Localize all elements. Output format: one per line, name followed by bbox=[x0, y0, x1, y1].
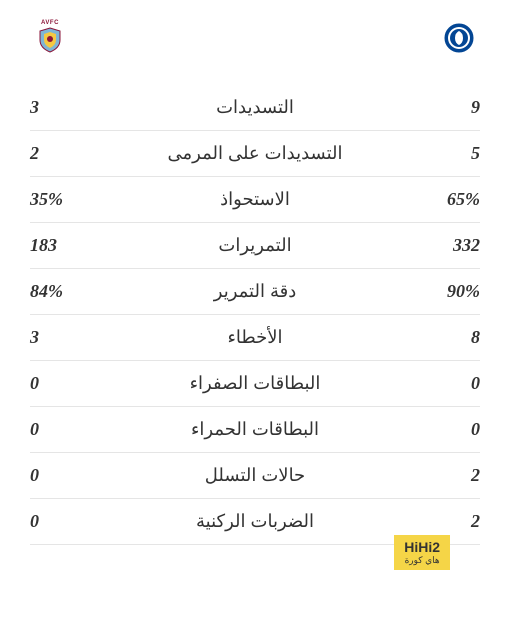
watermark-subtitle: هاي كورة bbox=[404, 555, 440, 566]
stat-right-value: 9 bbox=[420, 97, 480, 118]
stat-right-value: 5 bbox=[420, 143, 480, 164]
stat-right-value: 0 bbox=[420, 419, 480, 440]
stat-label: التسديدات bbox=[90, 97, 420, 118]
teams-header: AVFC bbox=[30, 20, 480, 55]
stat-left-value: 3 bbox=[30, 327, 90, 348]
stat-left-value: 3 bbox=[30, 97, 90, 118]
stats-table: 3 التسديدات 9 2 التسديدات على المرمى 5 3… bbox=[30, 85, 480, 545]
stat-row: 0 البطاقات الحمراء 0 bbox=[30, 407, 480, 453]
stat-label: دقة التمرير bbox=[90, 281, 420, 302]
stat-label: البطاقات الصفراء bbox=[90, 373, 420, 394]
stat-row: 35% الاستحواذ 65% bbox=[30, 177, 480, 223]
stat-label: البطاقات الحمراء bbox=[90, 419, 420, 440]
watermark: HiHi2 هاي كورة bbox=[394, 535, 450, 570]
stat-label: الأخطاء bbox=[90, 327, 420, 348]
stat-right-value: 2 bbox=[420, 465, 480, 486]
stat-label: التسديدات على المرمى bbox=[90, 143, 420, 164]
stat-left-value: 35% bbox=[30, 189, 90, 210]
stat-row: 0 حالات التسلل 2 bbox=[30, 453, 480, 499]
stat-label: الاستحواذ bbox=[90, 189, 420, 210]
watermark-title: HiHi2 bbox=[404, 539, 440, 555]
stat-label: التمريرات bbox=[90, 235, 420, 256]
team-left-badge: AVFC bbox=[35, 20, 65, 55]
stat-label: حالات التسلل bbox=[90, 465, 420, 486]
stat-left-value: 0 bbox=[30, 511, 90, 532]
stat-row: 3 التسديدات 9 bbox=[30, 85, 480, 131]
stat-left-value: 0 bbox=[30, 465, 90, 486]
stat-left-value: 183 bbox=[30, 235, 90, 256]
stat-right-value: 65% bbox=[420, 189, 480, 210]
stat-row: 2 التسديدات على المرمى 5 bbox=[30, 131, 480, 177]
stat-right-value: 332 bbox=[420, 235, 480, 256]
stat-row: 3 الأخطاء 8 bbox=[30, 315, 480, 361]
stat-right-value: 8 bbox=[420, 327, 480, 348]
chelsea-icon bbox=[443, 22, 475, 54]
aston-villa-icon bbox=[38, 26, 62, 54]
stat-right-value: 0 bbox=[420, 373, 480, 394]
stat-row: 0 البطاقات الصفراء 0 bbox=[30, 361, 480, 407]
stat-label: الضربات الركنية bbox=[90, 511, 420, 532]
team-right-badge bbox=[443, 22, 475, 54]
stat-left-value: 0 bbox=[30, 373, 90, 394]
stat-row: 183 التمريرات 332 bbox=[30, 223, 480, 269]
stat-row: 84% دقة التمرير 90% bbox=[30, 269, 480, 315]
stat-right-value: 2 bbox=[420, 511, 480, 532]
stat-left-value: 84% bbox=[30, 281, 90, 302]
stat-left-value: 2 bbox=[30, 143, 90, 164]
stat-left-value: 0 bbox=[30, 419, 90, 440]
stat-right-value: 90% bbox=[420, 281, 480, 302]
